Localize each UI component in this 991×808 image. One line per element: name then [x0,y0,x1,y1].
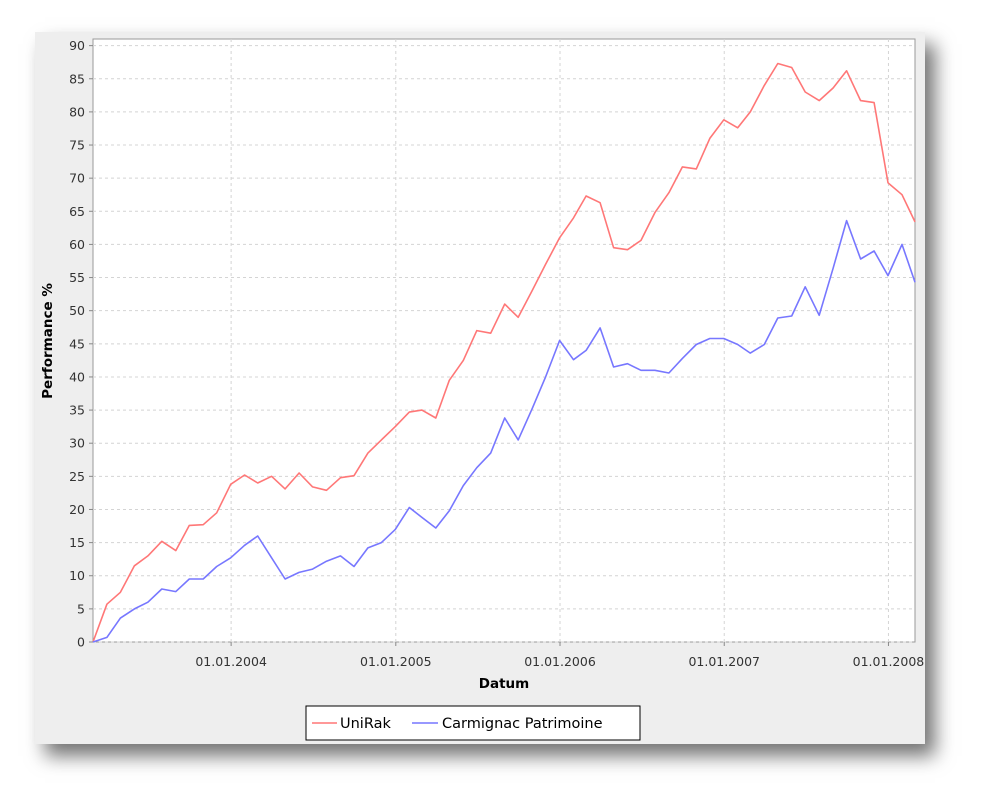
y-axis-title: Performance % [40,283,56,399]
y-tick-label: 55 [69,270,85,285]
y-tick-label: 65 [69,204,85,219]
x-tick-label: 01.01.2008 [853,654,925,669]
x-tick-label: 01.01.2006 [524,654,596,669]
series-lines [92,62,916,643]
legend: UniRak Carmignac Patrimoine [305,705,641,741]
y-gridlines [93,45,915,643]
legend-label-unirak: UniRak [340,716,391,732]
y-tick-label: 90 [69,38,85,53]
y-tick-label: 75 [69,138,85,153]
x-tick-label: 01.01.2004 [195,654,267,669]
x-tick-label: 01.01.2005 [360,654,432,669]
y-tick-label: 5 [77,601,85,616]
plot-area [92,38,916,643]
y-tick-label: 20 [69,502,85,517]
y-tick-label: 10 [69,568,85,583]
x-axis: 01.01.2004 01.01.2005 01.01.2006 01.01.2007… [195,642,924,669]
y-tick-label: 60 [69,237,85,252]
y-tick-label: 50 [69,303,85,318]
y-tick-label: 85 [69,71,85,86]
legend-box [305,705,641,741]
x-tick-label: 01.01.2007 [688,654,760,669]
y-axis: 0 5 10 15 20 25 30 35 40 45 50 55 60 65 70 75 80 85 90 [69,38,93,650]
series-line-unirak [92,62,916,643]
y-tick-label: 0 [77,635,85,650]
y-tick-label: 30 [69,436,85,451]
y-tick-label: 70 [69,171,85,186]
y-tick-label: 80 [69,104,85,119]
y-tick-label: 15 [69,535,85,550]
y-tick-label: 40 [69,369,85,384]
y-tick-label: 35 [69,403,85,418]
series-line-carmignac-patrimoine [92,219,916,643]
y-tick-label: 45 [69,336,85,351]
x-axis-title: Datum [479,676,529,692]
legend-label-carmignac: Carmignac Patrimoine [442,716,603,732]
y-tick-label: 25 [69,469,85,484]
